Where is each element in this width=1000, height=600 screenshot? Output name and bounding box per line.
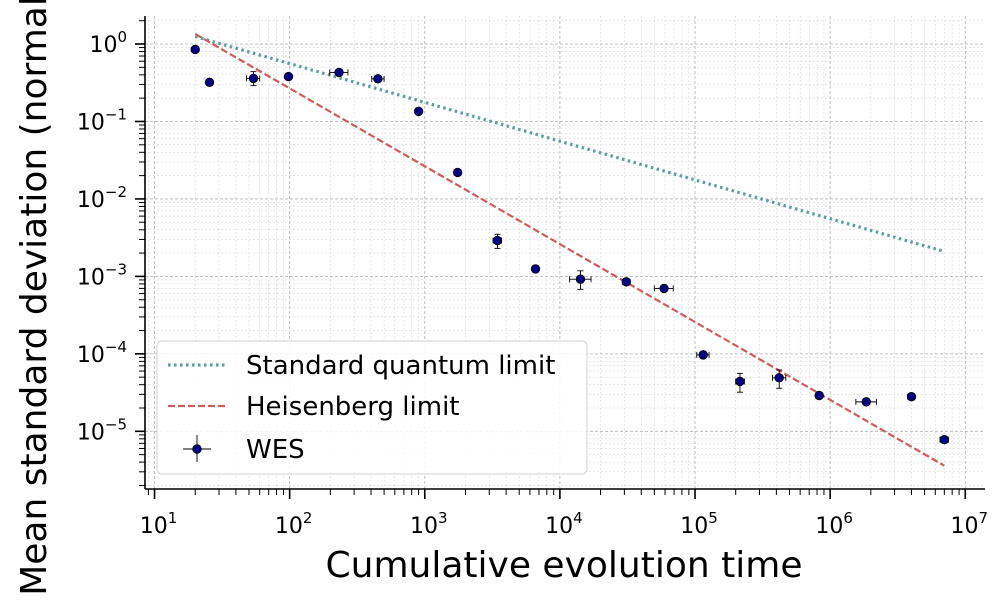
wes-marker: [814, 390, 824, 401]
wes-point: [939, 434, 950, 445]
legend-marker: [192, 444, 202, 454]
legend-swatch-wes: [183, 435, 211, 462]
x-tick-label: 107: [950, 509, 988, 539]
wes-point: [696, 350, 710, 360]
y-tick-label: 10−1: [77, 105, 127, 135]
wes-point: [413, 106, 424, 117]
wes-marker: [452, 167, 463, 178]
wes-marker: [575, 274, 586, 284]
wes-marker: [659, 283, 669, 294]
x-tick-label: 104: [545, 509, 583, 539]
wes-point: [855, 397, 877, 407]
wes-marker: [204, 77, 215, 88]
wes-point: [653, 283, 674, 294]
wes-marker: [906, 391, 917, 402]
wes-point: [283, 71, 294, 82]
y-axis-title: Mean standard deviation (normalized): [14, 0, 55, 596]
legend-box: [156, 340, 588, 475]
wes-point: [569, 270, 592, 290]
x-tick-label: 101: [140, 509, 178, 539]
wes-point: [906, 391, 917, 402]
wes-marker: [283, 71, 294, 82]
y-tick-label: 10−4: [77, 338, 127, 368]
legend: Standard quantum limit Heisenberg limit WE…: [156, 340, 588, 475]
standard-quantum-limit-line: [194, 34, 945, 253]
wes-marker: [774, 373, 784, 383]
x-tick-label: 106: [815, 509, 853, 539]
wes-point: [371, 74, 385, 84]
axes: 101 102 103 104 105 106 107 100 10−1 10−2 10−3 10−4…: [77, 16, 988, 539]
legend-label-wes: WES: [246, 435, 305, 465]
y-tick-label: 10−2: [77, 183, 127, 213]
wes-point: [329, 67, 349, 78]
wes-marker: [413, 106, 424, 117]
x-tick-label: 105: [680, 509, 718, 539]
y-tick-label: 10−5: [77, 415, 127, 445]
wes-point: [814, 390, 824, 401]
wes-point: [246, 71, 261, 87]
legend-label-sql: Standard quantum limit: [246, 351, 555, 381]
x-tick-label: 103: [410, 509, 448, 539]
x-axis-title: Cumulative evolution time: [326, 545, 803, 586]
wes-point: [492, 233, 503, 249]
wes-point: [530, 264, 541, 274]
wes-point: [735, 372, 745, 393]
wes-marker: [248, 73, 259, 84]
wes-marker: [698, 350, 708, 360]
wes-marker: [735, 376, 745, 387]
wes-point: [772, 369, 787, 389]
legend-label-heisenberg: Heisenberg limit: [246, 392, 459, 422]
wes-points: [190, 44, 950, 445]
wes-marker: [861, 397, 871, 407]
x-tick-label: 102: [275, 509, 313, 539]
wes-marker: [939, 434, 950, 445]
wes-point: [621, 277, 631, 287]
wes-marker: [621, 277, 631, 287]
wes-point: [190, 44, 200, 55]
wes-marker: [190, 44, 200, 55]
wes-marker: [492, 235, 503, 246]
wes-marker: [373, 74, 383, 84]
wes-marker: [530, 264, 541, 274]
wes-marker: [334, 67, 344, 78]
y-tick-label: 100: [89, 28, 127, 58]
wes-point: [204, 77, 215, 88]
wes-point: [452, 167, 463, 178]
y-tick-label: 10−3: [77, 260, 127, 290]
